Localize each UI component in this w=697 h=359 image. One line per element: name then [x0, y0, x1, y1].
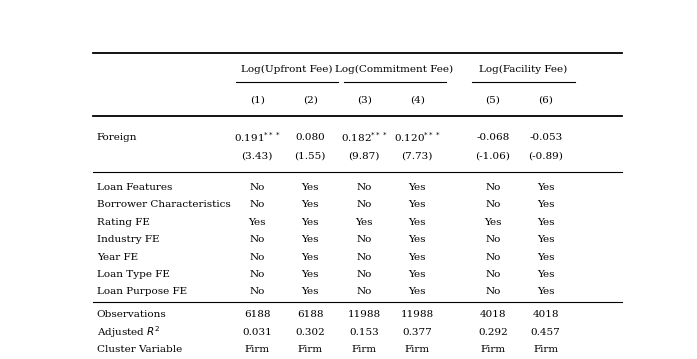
- Text: No: No: [250, 252, 265, 262]
- Text: No: No: [485, 235, 500, 244]
- Text: No: No: [485, 200, 500, 209]
- Text: Yes: Yes: [355, 218, 373, 227]
- Text: (9.87): (9.87): [348, 152, 380, 161]
- Text: Yes: Yes: [537, 200, 555, 209]
- Text: Observations: Observations: [97, 310, 167, 319]
- Text: 0.120$^{***}$: 0.120$^{***}$: [394, 130, 441, 144]
- Text: Firm: Firm: [480, 345, 505, 354]
- Text: (3.43): (3.43): [242, 152, 273, 161]
- Text: (6): (6): [538, 96, 553, 105]
- Text: No: No: [357, 183, 372, 192]
- Text: Firm: Firm: [245, 345, 270, 354]
- Text: (2): (2): [302, 96, 318, 105]
- Text: Firm: Firm: [352, 345, 377, 354]
- Text: -0.053: -0.053: [529, 132, 562, 141]
- Text: 4018: 4018: [480, 310, 506, 319]
- Text: Yes: Yes: [408, 183, 426, 192]
- Text: Yes: Yes: [302, 183, 319, 192]
- Text: -0.068: -0.068: [476, 132, 510, 141]
- Text: Log(Upfront Fee): Log(Upfront Fee): [241, 65, 332, 74]
- Text: Loan Type FE: Loan Type FE: [97, 270, 170, 279]
- Text: No: No: [250, 200, 265, 209]
- Text: No: No: [250, 183, 265, 192]
- Text: No: No: [250, 235, 265, 244]
- Text: No: No: [250, 270, 265, 279]
- Text: Yes: Yes: [408, 252, 426, 262]
- Text: Yes: Yes: [408, 200, 426, 209]
- Text: Yes: Yes: [537, 218, 555, 227]
- Text: (5): (5): [485, 96, 500, 105]
- Text: Yes: Yes: [249, 218, 266, 227]
- Text: Log(Facility Fee): Log(Facility Fee): [480, 65, 568, 74]
- Text: Log(Commitment Fee): Log(Commitment Fee): [335, 65, 453, 74]
- Text: Yes: Yes: [537, 252, 555, 262]
- Text: Rating FE: Rating FE: [97, 218, 150, 227]
- Text: (-0.89): (-0.89): [528, 152, 563, 161]
- Text: Yes: Yes: [302, 200, 319, 209]
- Text: Year FE: Year FE: [97, 252, 138, 262]
- Text: 0.191$^{***}$: 0.191$^{***}$: [234, 130, 281, 144]
- Text: Yes: Yes: [302, 270, 319, 279]
- Text: Firm: Firm: [533, 345, 558, 354]
- Text: Yes: Yes: [484, 218, 502, 227]
- Text: No: No: [357, 200, 372, 209]
- Text: No: No: [357, 235, 372, 244]
- Text: No: No: [485, 270, 500, 279]
- Text: Yes: Yes: [302, 287, 319, 297]
- Text: 11988: 11988: [348, 310, 381, 319]
- Text: Yes: Yes: [537, 183, 555, 192]
- Text: (-1.06): (-1.06): [475, 152, 510, 161]
- Text: No: No: [485, 183, 500, 192]
- Text: Yes: Yes: [408, 235, 426, 244]
- Text: Yes: Yes: [302, 252, 319, 262]
- Text: 11988: 11988: [401, 310, 434, 319]
- Text: (1.55): (1.55): [295, 152, 326, 161]
- Text: Yes: Yes: [537, 287, 555, 297]
- Text: 4018: 4018: [533, 310, 559, 319]
- Text: 0.182$^{***}$: 0.182$^{***}$: [341, 130, 388, 144]
- Text: Industry FE: Industry FE: [97, 235, 160, 244]
- Text: Yes: Yes: [537, 235, 555, 244]
- Text: No: No: [485, 252, 500, 262]
- Text: 0.080: 0.080: [296, 132, 325, 141]
- Text: 0.031: 0.031: [243, 328, 272, 337]
- Text: 6188: 6188: [297, 310, 323, 319]
- Text: 0.377: 0.377: [402, 328, 432, 337]
- Text: (4): (4): [410, 96, 424, 105]
- Text: No: No: [357, 252, 372, 262]
- Text: No: No: [250, 287, 265, 297]
- Text: No: No: [485, 287, 500, 297]
- Text: Yes: Yes: [408, 270, 426, 279]
- Text: 0.153: 0.153: [349, 328, 379, 337]
- Text: Yes: Yes: [302, 218, 319, 227]
- Text: Yes: Yes: [302, 235, 319, 244]
- Text: 0.457: 0.457: [531, 328, 560, 337]
- Text: Firm: Firm: [298, 345, 323, 354]
- Text: Firm: Firm: [405, 345, 430, 354]
- Text: Loan Features: Loan Features: [97, 183, 172, 192]
- Text: (7.73): (7.73): [401, 152, 433, 161]
- Text: 0.292: 0.292: [478, 328, 507, 337]
- Text: 6188: 6188: [244, 310, 270, 319]
- Text: Adjusted $R^2$: Adjusted $R^2$: [97, 324, 160, 340]
- Text: 0.302: 0.302: [296, 328, 325, 337]
- Text: (3): (3): [357, 96, 372, 105]
- Text: Yes: Yes: [408, 218, 426, 227]
- Text: Foreign: Foreign: [97, 132, 137, 141]
- Text: Cluster Variable: Cluster Variable: [97, 345, 182, 354]
- Text: Yes: Yes: [537, 270, 555, 279]
- Text: No: No: [357, 270, 372, 279]
- Text: Loan Purpose FE: Loan Purpose FE: [97, 287, 187, 297]
- Text: No: No: [357, 287, 372, 297]
- Text: Borrower Characteristics: Borrower Characteristics: [97, 200, 231, 209]
- Text: (1): (1): [250, 96, 265, 105]
- Text: Yes: Yes: [408, 287, 426, 297]
